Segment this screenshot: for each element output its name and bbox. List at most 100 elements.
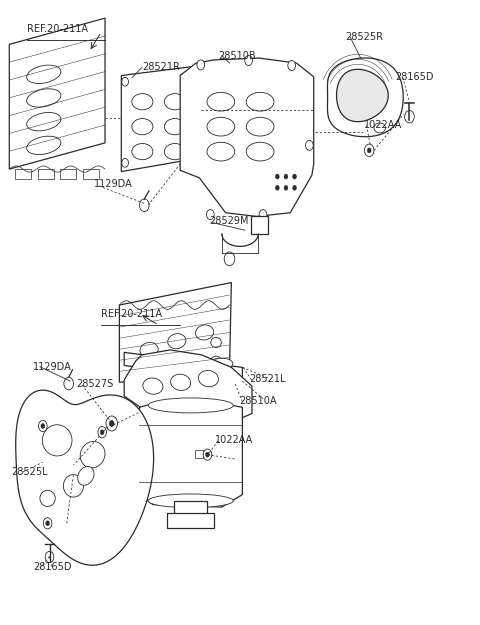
- Polygon shape: [124, 352, 242, 380]
- Text: 28165D: 28165D: [33, 562, 72, 572]
- Ellipse shape: [164, 119, 185, 135]
- Text: 28510B: 28510B: [218, 51, 256, 61]
- Polygon shape: [180, 58, 314, 216]
- Text: 28525L: 28525L: [11, 466, 48, 476]
- Ellipse shape: [207, 118, 235, 136]
- Circle shape: [367, 148, 371, 153]
- Circle shape: [284, 185, 288, 190]
- Circle shape: [122, 78, 129, 86]
- Ellipse shape: [145, 362, 168, 373]
- Polygon shape: [251, 216, 268, 234]
- Text: 28527S: 28527S: [76, 379, 114, 389]
- Ellipse shape: [170, 374, 191, 391]
- Circle shape: [140, 199, 149, 211]
- Text: 28165D: 28165D: [396, 72, 434, 82]
- Circle shape: [224, 252, 235, 266]
- Polygon shape: [336, 69, 388, 122]
- Ellipse shape: [177, 360, 200, 371]
- Polygon shape: [174, 501, 207, 516]
- Polygon shape: [37, 169, 54, 179]
- Text: 28510A: 28510A: [239, 396, 276, 406]
- Circle shape: [193, 152, 200, 161]
- Ellipse shape: [27, 136, 61, 154]
- Circle shape: [197, 60, 204, 70]
- Polygon shape: [16, 390, 154, 565]
- Polygon shape: [83, 169, 99, 179]
- Ellipse shape: [374, 123, 385, 133]
- Ellipse shape: [246, 92, 274, 111]
- Polygon shape: [195, 450, 203, 458]
- Circle shape: [122, 159, 129, 168]
- Polygon shape: [124, 350, 252, 425]
- Ellipse shape: [168, 334, 186, 349]
- Polygon shape: [327, 58, 403, 137]
- Ellipse shape: [164, 94, 185, 110]
- Ellipse shape: [148, 494, 233, 508]
- Circle shape: [405, 111, 414, 123]
- Circle shape: [203, 449, 212, 460]
- Ellipse shape: [132, 144, 153, 160]
- Circle shape: [193, 70, 200, 79]
- Circle shape: [259, 209, 267, 219]
- Ellipse shape: [207, 142, 235, 161]
- Circle shape: [98, 427, 107, 438]
- Circle shape: [276, 174, 279, 179]
- Ellipse shape: [211, 356, 221, 366]
- Ellipse shape: [42, 425, 72, 456]
- Circle shape: [41, 424, 45, 429]
- Circle shape: [45, 551, 54, 562]
- Circle shape: [293, 185, 297, 190]
- Polygon shape: [167, 513, 214, 528]
- Text: 1022AA: 1022AA: [215, 435, 253, 445]
- Text: 28521R: 28521R: [142, 62, 180, 72]
- Ellipse shape: [80, 441, 105, 468]
- Ellipse shape: [211, 338, 221, 348]
- Circle shape: [364, 144, 374, 157]
- Circle shape: [109, 421, 114, 427]
- Circle shape: [206, 209, 214, 219]
- Ellipse shape: [27, 89, 61, 107]
- Ellipse shape: [132, 94, 153, 110]
- Ellipse shape: [27, 112, 61, 131]
- Polygon shape: [120, 282, 231, 382]
- Circle shape: [288, 61, 296, 71]
- Circle shape: [100, 430, 104, 435]
- Ellipse shape: [198, 371, 218, 387]
- Circle shape: [43, 518, 52, 529]
- Ellipse shape: [132, 119, 153, 135]
- Text: REF.20-211A: REF.20-211A: [101, 309, 162, 319]
- Ellipse shape: [63, 474, 84, 497]
- Polygon shape: [9, 18, 105, 169]
- Ellipse shape: [40, 490, 55, 506]
- Text: 28525R: 28525R: [345, 32, 384, 42]
- Circle shape: [293, 174, 297, 179]
- Ellipse shape: [27, 65, 61, 84]
- Polygon shape: [140, 404, 242, 507]
- Ellipse shape: [140, 342, 158, 357]
- Ellipse shape: [246, 118, 274, 136]
- Text: 1129DA: 1129DA: [33, 362, 72, 372]
- Ellipse shape: [207, 92, 235, 111]
- Text: 1022AA: 1022AA: [363, 121, 402, 131]
- Circle shape: [245, 56, 252, 66]
- Text: 28521L: 28521L: [250, 374, 286, 384]
- Polygon shape: [60, 169, 76, 179]
- Ellipse shape: [164, 144, 185, 160]
- Circle shape: [284, 174, 288, 179]
- Ellipse shape: [195, 325, 214, 340]
- Polygon shape: [15, 169, 31, 179]
- Text: 1129DA: 1129DA: [94, 179, 133, 189]
- Polygon shape: [121, 66, 201, 172]
- Ellipse shape: [246, 142, 274, 161]
- Circle shape: [64, 378, 73, 390]
- Ellipse shape: [148, 398, 233, 413]
- Ellipse shape: [143, 378, 163, 394]
- Ellipse shape: [78, 466, 94, 485]
- Circle shape: [205, 452, 209, 457]
- Text: 28529M: 28529M: [209, 216, 248, 226]
- Circle shape: [38, 421, 47, 432]
- Circle shape: [276, 185, 279, 190]
- Circle shape: [306, 141, 313, 151]
- Text: REF.20-211A: REF.20-211A: [27, 24, 88, 34]
- Ellipse shape: [210, 358, 233, 369]
